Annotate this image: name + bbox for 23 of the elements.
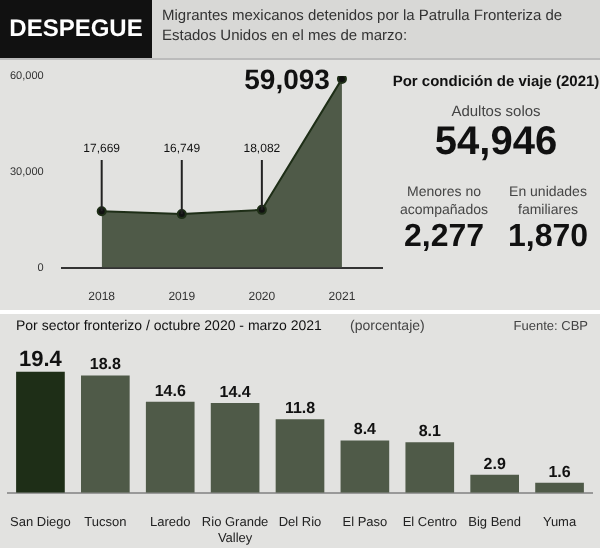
data-label: 59,093 <box>244 62 331 95</box>
bar <box>81 375 130 493</box>
data-label: 11.8 <box>284 399 317 418</box>
bar <box>145 401 195 493</box>
text: 1,870 <box>505 220 591 256</box>
data-label: 2.9 <box>483 454 507 473</box>
text: 2,277 <box>401 220 487 256</box>
text: 54,946 <box>432 120 560 164</box>
data-label: 19.4 <box>19 347 64 372</box>
bar <box>275 419 325 493</box>
bar <box>210 402 260 493</box>
data-label: 14.6 <box>154 381 187 400</box>
bar <box>535 482 584 493</box>
data-label: 18.8 <box>89 355 122 374</box>
bar <box>470 474 519 493</box>
data-label: 8.1 <box>418 422 442 441</box>
data-label: 1.6 <box>548 462 572 481</box>
chart-title: DESPEGUE <box>0 0 152 58</box>
data-label: 14.4 <box>219 382 252 401</box>
bar <box>405 442 455 493</box>
data-label: 8.4 <box>353 420 378 439</box>
bar <box>340 440 390 493</box>
bar <box>16 371 65 493</box>
